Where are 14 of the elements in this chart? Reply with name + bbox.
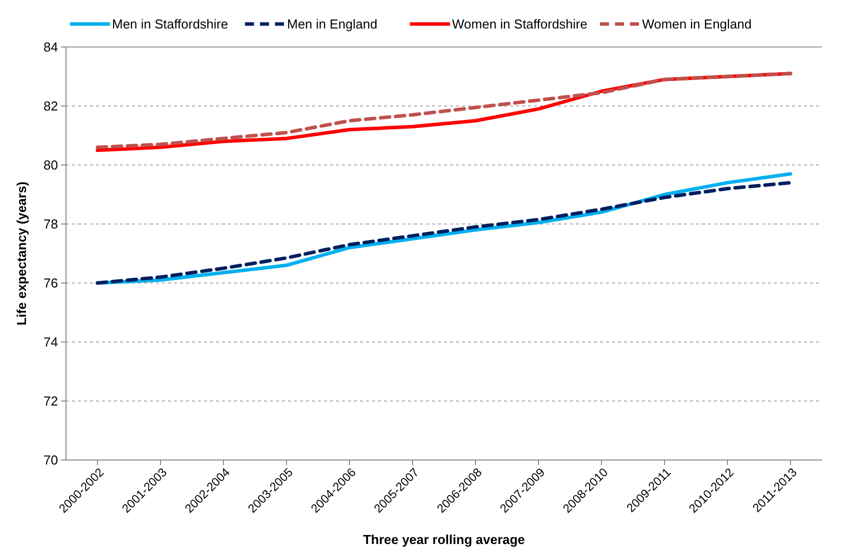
y-tick-label: 78 xyxy=(44,216,58,232)
legend-label: Women in Staffordshire xyxy=(452,16,588,32)
y-tick-label: 76 xyxy=(44,276,58,291)
y-tick-label: 72 xyxy=(44,394,58,409)
y-axis-title: Life expectancy (years) xyxy=(14,182,29,326)
y-tick-label: 80 xyxy=(44,158,58,173)
legend-label: Men in Staffordshire xyxy=(112,16,228,32)
x-axis-title: Three year rolling average xyxy=(363,532,525,547)
y-tick-label: 84 xyxy=(44,40,58,55)
y-tick-label: 82 xyxy=(44,98,58,114)
legend-label: Men in England xyxy=(287,16,378,32)
y-tick-label: 74 xyxy=(44,334,58,350)
y-tick-label: 70 xyxy=(44,452,58,468)
legend-label: Women in England xyxy=(642,16,752,32)
